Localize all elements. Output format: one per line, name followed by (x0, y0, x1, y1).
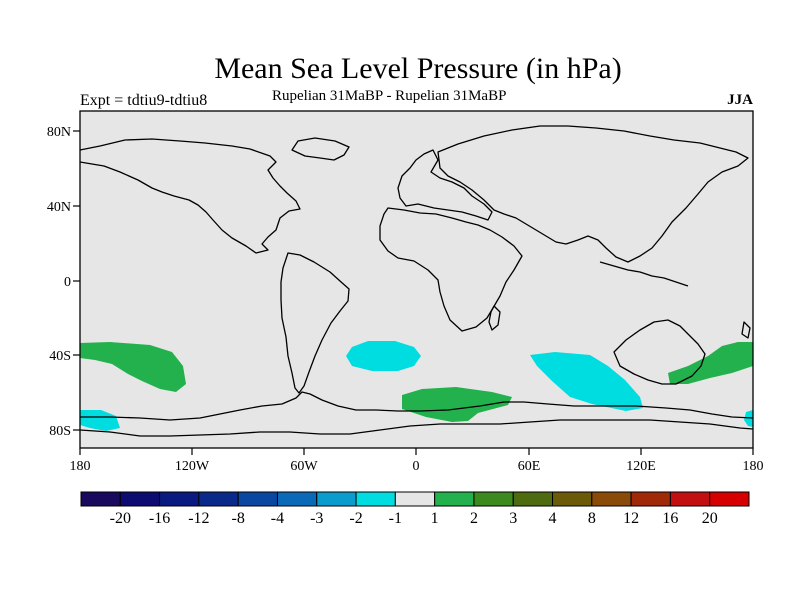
season-label: JJA (727, 92, 753, 108)
coast-south-america (280, 252, 350, 394)
colorbar-box (512, 491, 554, 507)
colorbar-label: -20 (110, 510, 131, 527)
colorbar-box (316, 491, 357, 507)
colorbar-label: 4 (549, 510, 557, 527)
colorbar-label: 20 (702, 510, 718, 527)
anomaly-fills (80, 341, 753, 431)
colorbar-label: -8 (232, 510, 245, 527)
coast-maritime-islands (599, 261, 689, 287)
colorbar-box (669, 491, 711, 507)
x-tick-120e: 120E (626, 459, 656, 474)
coast-europe (397, 149, 493, 221)
colorbar-box (473, 491, 514, 507)
y-tick-40s: 40S (49, 349, 71, 364)
coast-asia (437, 125, 749, 263)
y-tick-80s: 80S (49, 424, 71, 439)
colorbar-label: 2 (470, 510, 478, 527)
y-tick-0: 0 (64, 275, 71, 290)
x-tick-120w: 120W (175, 459, 210, 474)
coastlines (79, 125, 754, 437)
colorbar (80, 491, 750, 507)
colorbar-box (119, 491, 161, 507)
y-tick-40n: 40N (47, 200, 71, 215)
x-tick-60e: 60E (518, 459, 541, 474)
colorbar-label: 3 (509, 510, 517, 527)
colorbar-box (355, 491, 396, 507)
colorbar-label: -3 (310, 510, 323, 527)
colorbar-box (159, 491, 200, 507)
colorbar-box (630, 491, 671, 507)
colorbar-box (80, 491, 121, 507)
x-tick-60w: 60W (290, 459, 318, 474)
colorbar-box (198, 491, 239, 507)
negative-anomaly-ross-sea-west (80, 410, 120, 431)
coast-new-zealand (741, 321, 751, 339)
colorbar-label: 1 (431, 510, 439, 527)
colorbar-label: -2 (349, 510, 362, 527)
colorbar-box (434, 491, 475, 507)
colorbar-box (709, 491, 750, 507)
coast-greenland (291, 137, 350, 161)
coast-madagascar (488, 305, 501, 331)
period-label: Rupelian 31MaBP - Rupelian 31MaBP (272, 88, 507, 104)
colorbar-label: 8 (588, 510, 596, 527)
colorbar-label: 16 (662, 510, 678, 527)
colorbar-label: -12 (188, 510, 209, 527)
negative-anomaly-ross-sea-east (744, 410, 753, 427)
coast-africa (379, 207, 523, 332)
negative-anomaly-southern-indian (530, 352, 643, 411)
y-tick-80n: 80N (47, 125, 71, 140)
x-tick-0: 0 (413, 459, 420, 474)
colorbar-label: 12 (623, 510, 639, 527)
colorbar-label: -1 (389, 510, 402, 527)
colorbar-labels: -20 -16 -12 -8 -4 -3 -2 -1 1 2 3 4 8 12 16 20 (110, 510, 718, 527)
axis-ticks (73, 130, 754, 455)
colorbar-box (276, 491, 318, 507)
experiment-label: Expt = tdtiu9-tdtiu8 (80, 92, 208, 109)
colorbar-label: -4 (271, 510, 284, 527)
negative-anomaly-south-atlantic (346, 341, 421, 371)
positive-anomaly-south-pacific (80, 342, 186, 392)
colorbar-box (591, 491, 632, 507)
positive-anomaly-southwest-pacific (668, 342, 753, 384)
colorbar-box (237, 491, 278, 507)
colorbar-box (552, 491, 593, 507)
positive-anomaly-weddell (402, 387, 512, 422)
coast-north-america (79, 138, 301, 254)
coast-antarctica-interior (79, 419, 754, 437)
coast-australia (613, 319, 706, 385)
coast-antarctica (80, 391, 754, 421)
x-tick-180e: 180 (743, 459, 764, 474)
colorbar-box (394, 491, 436, 507)
x-tick-180w: 180 (70, 459, 91, 474)
plot-title: Mean Sea Level Pressure (in hPa) (214, 52, 622, 85)
colorbar-label: -16 (149, 510, 170, 527)
